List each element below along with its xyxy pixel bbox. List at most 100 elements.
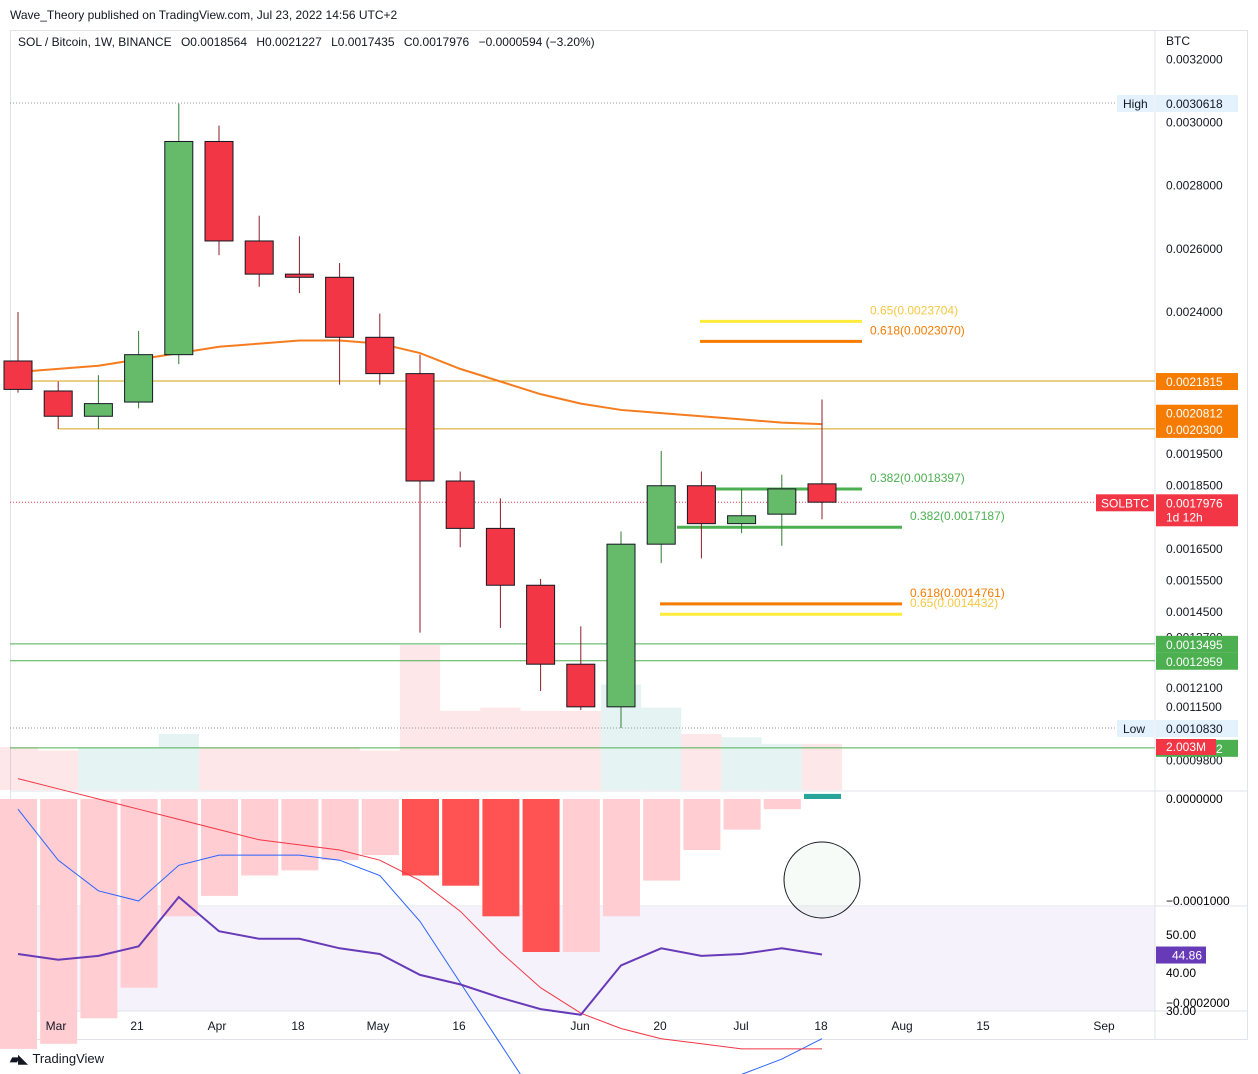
price-axis-tick: 0.0024000	[1166, 305, 1223, 319]
volume-bar	[38, 750, 79, 790]
macd-histogram-bar	[201, 799, 238, 896]
time-axis-tick: 15	[976, 1019, 990, 1033]
price-axis-tag-value: 0.0030618	[1166, 97, 1223, 111]
price-axis-tick: 0.0030000	[1166, 116, 1223, 130]
candle-body	[405, 373, 435, 482]
price-axis-tag-value: 0.0021815	[1166, 375, 1223, 389]
volume-bar	[641, 707, 682, 790]
volume-bar	[239, 747, 280, 790]
price-axis-tick: 0.0011500	[1166, 700, 1222, 714]
price-axis-tick: 0.0018500	[1166, 479, 1223, 493]
price-line-tag-label: SOLBTC	[1101, 496, 1149, 510]
tradingview-logo-icon: ▰◣	[10, 1051, 27, 1066]
chart-legend: SOL / Bitcoin, 1W, BINANCE O0.0018564 H0…	[18, 35, 601, 49]
time-axis-tick: Sep	[1093, 1019, 1115, 1033]
price-line-tag	[1096, 494, 1154, 512]
crossover-highlight-circle	[783, 841, 861, 919]
candle-body	[365, 336, 395, 375]
candle-body	[244, 240, 274, 275]
candle-body	[727, 515, 757, 525]
macd-histogram-bar	[120, 799, 158, 988]
time-axis-tick: Apr	[208, 1019, 227, 1033]
candle-body	[807, 483, 837, 503]
price-axis-tag	[1156, 635, 1238, 653]
volume-bar	[118, 747, 159, 790]
price-axis-tag	[1156, 652, 1238, 670]
tradingview-logo[interactable]: ▰◣ TradingView	[10, 1051, 104, 1066]
candle-body	[566, 663, 596, 708]
macd-axis-tick: 0.0000000	[1166, 792, 1223, 806]
price-axis-tag	[1156, 95, 1238, 112]
volume-bar	[279, 747, 320, 790]
price-axis-tag-value: 0.0010830	[1166, 722, 1223, 736]
volume-bar	[681, 733, 722, 790]
macd-histogram-bar	[603, 799, 640, 917]
candle-body	[767, 488, 797, 515]
price-axis-tag	[1156, 404, 1238, 422]
candle-body	[3, 360, 33, 390]
chart-frame	[10, 30, 1248, 1040]
price-axis-tick: 0.0015500	[1166, 573, 1223, 587]
candle-body	[284, 273, 314, 278]
price-axis-tag-value: 0.0013495	[1166, 638, 1223, 652]
macd-histogram-bar	[40, 799, 78, 1044]
volume-axis-tag-value: 2.003M	[1166, 740, 1206, 754]
candle-body	[485, 527, 515, 586]
price-axis-tick: 0.0014500	[1166, 605, 1223, 619]
macd-axis-tick: −0.0002000	[1166, 996, 1230, 1010]
price-axis-tag-value: 0.0017976	[1166, 496, 1223, 510]
fib-level-label: 0.382(0.0018397)	[870, 471, 965, 485]
volume-bar	[801, 743, 843, 790]
price-axis-tick: 0.0012100	[1166, 681, 1223, 695]
volume-bar	[359, 750, 400, 790]
volume-bar	[399, 645, 441, 790]
time-axis-tick: 20	[653, 1019, 667, 1033]
volume-bar	[78, 747, 119, 790]
price-axis-tag	[1156, 494, 1238, 527]
price-line-tag	[1117, 720, 1154, 737]
legend-high: H0.0021227	[256, 35, 322, 49]
legend-symbol: SOL / Bitcoin, 1W, BINANCE	[18, 35, 172, 49]
legend-change: −0.0000594 (−3.20%)	[478, 35, 595, 49]
volume-bar	[319, 747, 360, 790]
price-axis-tag	[1156, 373, 1238, 391]
macd-histogram-bar	[643, 799, 681, 881]
time-axis-tick: May	[367, 1019, 390, 1033]
macd-line	[17, 808, 823, 1074]
legend-open: O0.0018564	[180, 35, 248, 49]
macd-histogram-bar	[723, 799, 761, 830]
fib-level-label: 0.65(0.0014432)	[910, 596, 998, 610]
volume-bar	[158, 733, 199, 790]
fib-level-label: 0.382(0.0017187)	[910, 509, 1005, 523]
price-line-tag-label: Low	[1123, 722, 1145, 736]
macd-histogram-bar	[281, 799, 319, 871]
time-axis-tick: 18	[814, 1019, 828, 1033]
macd-histogram-bar	[763, 799, 801, 810]
candle-body	[646, 485, 676, 545]
macd-histogram-bar	[442, 799, 480, 886]
macd-histogram-bar	[0, 799, 37, 1049]
macd-histogram-bar	[402, 799, 439, 876]
price-axis-tag	[1156, 420, 1238, 438]
time-axis-tick: 16	[452, 1019, 466, 1033]
volume-bar	[520, 710, 561, 790]
price-line-tag	[1117, 95, 1154, 112]
candle-body	[606, 543, 636, 708]
legend-low: L0.0017435	[331, 35, 395, 49]
rsi-axis-tick: 50.00	[1166, 928, 1196, 942]
candle-body	[204, 140, 234, 242]
volume-bar	[440, 710, 481, 790]
rsi-axis-tag-value: 44.86	[1172, 949, 1202, 963]
price-axis-tick: 0.0009800	[1166, 754, 1223, 768]
time-axis-tick: Jun	[570, 1019, 589, 1033]
price-axis-tag-value: 0.0020812	[1166, 407, 1223, 421]
price-axis-tick: 0.0032000	[1166, 52, 1223, 66]
tradingview-brand: TradingView	[32, 1051, 105, 1066]
price-axis-tick: 0.0026000	[1166, 242, 1223, 256]
publisher-line: Wave_Theory published on TradingView.com…	[10, 8, 398, 22]
macd-histogram-bar	[804, 793, 841, 799]
price-axis-tag-countdown: 1d 12h	[1166, 510, 1203, 524]
candle-body	[83, 403, 113, 417]
macd-histogram-bar	[522, 799, 560, 952]
